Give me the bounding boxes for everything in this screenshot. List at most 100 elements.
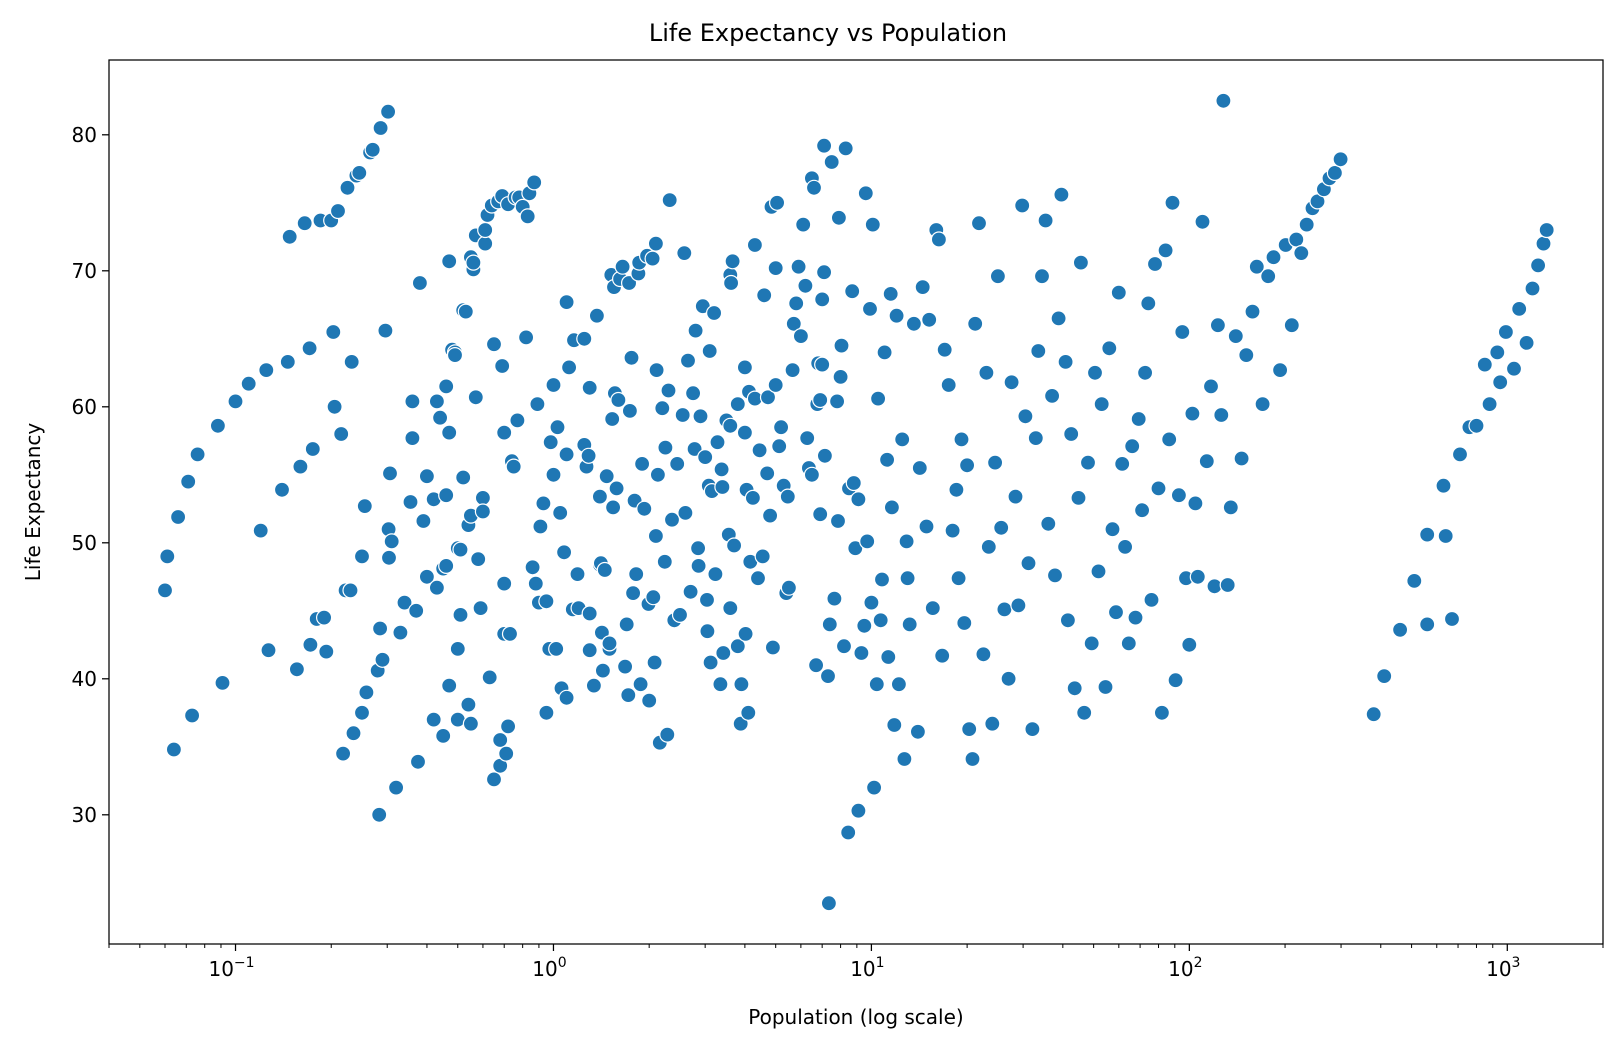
data-point (821, 616, 838, 633)
data-point (1419, 526, 1436, 543)
data-point (975, 646, 992, 663)
data-point (899, 570, 916, 587)
data-point (859, 533, 876, 550)
data-point (863, 594, 880, 611)
data-point (1120, 635, 1137, 652)
data-point (632, 676, 649, 693)
data-point (857, 185, 874, 202)
data-point (715, 644, 732, 662)
data-point (560, 359, 578, 376)
data-point (1476, 356, 1493, 373)
data-point (633, 455, 651, 472)
data-point (333, 425, 350, 443)
data-point (441, 424, 458, 441)
data-point (732, 715, 749, 732)
data-point (911, 459, 928, 477)
data-point (438, 378, 455, 395)
data-point (705, 304, 723, 322)
data-point (788, 295, 805, 312)
data-point (240, 375, 257, 392)
data-point (795, 216, 812, 233)
data-point (832, 368, 849, 385)
data-point (698, 591, 716, 609)
data-point (1143, 591, 1160, 609)
data-point (986, 454, 1004, 471)
data-point (687, 322, 704, 339)
data-point (940, 376, 957, 394)
data-point (1468, 417, 1485, 434)
data-point (1037, 212, 1054, 229)
data-point (1293, 245, 1310, 262)
data-point (1248, 258, 1265, 275)
data-point (890, 676, 908, 693)
x-tick-label: 103 (1486, 955, 1520, 981)
data-point (273, 481, 291, 498)
data-point (180, 473, 197, 490)
data-point (709, 434, 726, 451)
data-point (1114, 455, 1131, 472)
data-point (519, 208, 536, 225)
data-point (690, 557, 707, 575)
data-point (462, 715, 479, 732)
data-point (432, 409, 449, 426)
data-point (888, 307, 905, 324)
data-point (1079, 454, 1097, 471)
data-point (558, 446, 575, 463)
data-point (740, 704, 757, 721)
data-point (538, 593, 555, 610)
data-point (984, 715, 1001, 732)
data-point (460, 696, 477, 713)
data-point (819, 667, 837, 685)
data-point (814, 356, 831, 373)
data-point (1027, 430, 1044, 447)
data-point (828, 393, 846, 410)
x-tick-label: 102 (1168, 955, 1202, 981)
data-point (996, 601, 1013, 618)
data-point (790, 258, 807, 275)
data-point (1271, 362, 1289, 379)
data-point (614, 258, 631, 275)
data-point (353, 704, 371, 721)
data-point (1219, 576, 1236, 594)
data-point (812, 506, 829, 523)
data-point (316, 609, 333, 626)
data-point (621, 402, 639, 419)
data-point (358, 684, 375, 701)
data-point (538, 704, 555, 721)
data-point (441, 253, 458, 270)
data-point (829, 512, 847, 530)
data-point (865, 779, 883, 796)
data-point (880, 648, 897, 666)
data-point (455, 469, 472, 486)
data-point (771, 438, 788, 455)
data-point (725, 537, 743, 554)
data-point (654, 400, 671, 417)
data-point (170, 508, 187, 526)
data-point (1033, 268, 1051, 285)
data-point (648, 362, 665, 379)
data-point (1202, 378, 1220, 395)
data-point (1213, 406, 1230, 424)
data-point (779, 488, 796, 505)
data-point (641, 692, 658, 709)
data-point (1017, 408, 1034, 425)
data-point (722, 599, 739, 617)
data-point (948, 481, 965, 498)
data-point (729, 638, 746, 655)
data-point (372, 620, 389, 637)
data-point (517, 329, 535, 346)
data-point (1529, 257, 1547, 274)
data-point (1083, 635, 1100, 652)
data-point (581, 605, 598, 622)
data-point (329, 202, 347, 220)
data-point (189, 446, 206, 463)
data-point (993, 519, 1010, 536)
data-point (956, 614, 973, 632)
data-point (620, 686, 637, 704)
data-point (227, 393, 244, 410)
data-point (404, 430, 421, 447)
data-point (944, 522, 961, 539)
data-point (707, 565, 724, 583)
data-point (1174, 323, 1191, 341)
data-point (569, 565, 586, 583)
